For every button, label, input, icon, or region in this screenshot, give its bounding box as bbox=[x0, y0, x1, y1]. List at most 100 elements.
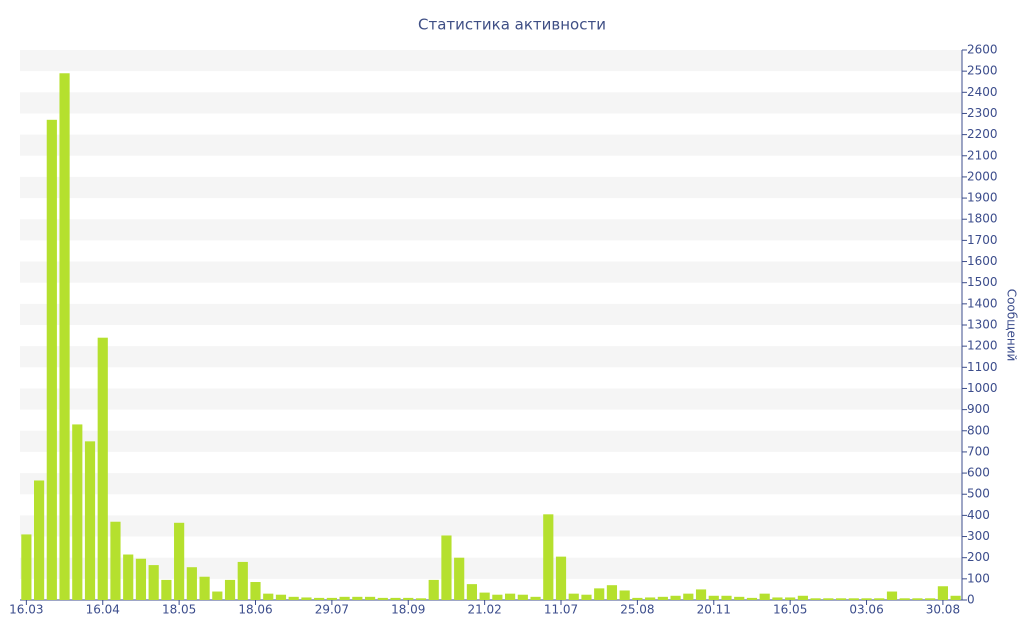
bar bbox=[543, 514, 554, 600]
y-tick-label: 1100 bbox=[967, 360, 998, 374]
bar bbox=[148, 565, 159, 600]
bar bbox=[810, 598, 821, 600]
bar bbox=[886, 591, 898, 600]
bar bbox=[84, 441, 96, 600]
x-tick-label: 16.04 bbox=[86, 603, 120, 617]
grid-band bbox=[20, 473, 962, 495]
x-tick-label: 29.07 bbox=[315, 603, 349, 617]
grid-band bbox=[20, 50, 962, 72]
x-tick-label: 21.02 bbox=[467, 603, 501, 617]
bar bbox=[594, 588, 605, 600]
grid-band bbox=[20, 134, 962, 156]
grid-band bbox=[20, 176, 962, 199]
bar bbox=[301, 597, 312, 600]
x-tick-label: 20.11 bbox=[697, 603, 731, 617]
bar bbox=[250, 582, 261, 600]
bar bbox=[874, 598, 885, 600]
bar bbox=[326, 597, 337, 600]
grid-band bbox=[20, 303, 962, 325]
bar bbox=[186, 567, 197, 600]
y-axis-label: Сообщений bbox=[1005, 289, 1019, 362]
bar bbox=[835, 598, 847, 600]
y-tick-label: 0 bbox=[967, 593, 975, 607]
bar bbox=[428, 579, 439, 600]
bar bbox=[123, 554, 134, 600]
bar bbox=[390, 597, 401, 600]
bar bbox=[734, 596, 745, 600]
bar bbox=[199, 576, 210, 600]
bar bbox=[237, 561, 248, 600]
x-tick-label: 18.05 bbox=[162, 603, 196, 617]
bar bbox=[377, 597, 388, 600]
bar bbox=[352, 596, 363, 600]
grid-band bbox=[20, 92, 962, 114]
y-tick-label: 1400 bbox=[967, 296, 998, 310]
grid-band bbox=[20, 219, 962, 241]
grid-band bbox=[20, 346, 962, 368]
bar bbox=[785, 597, 796, 600]
y-tick-label: 2500 bbox=[967, 64, 998, 78]
bar bbox=[759, 593, 770, 600]
y-tick-label: 300 bbox=[967, 529, 990, 543]
bar bbox=[683, 593, 694, 600]
y-tick-label: 500 bbox=[967, 487, 990, 501]
bar bbox=[823, 598, 834, 600]
y-tick-label: 1500 bbox=[967, 275, 998, 289]
bar bbox=[415, 598, 427, 600]
grid-band bbox=[20, 557, 962, 579]
bar bbox=[46, 119, 57, 601]
bar bbox=[530, 596, 541, 600]
bar bbox=[135, 558, 147, 600]
bar bbox=[59, 73, 70, 601]
bar bbox=[899, 598, 910, 600]
y-tick-label: 1700 bbox=[967, 233, 998, 247]
bar bbox=[275, 594, 287, 600]
bar bbox=[34, 480, 45, 600]
bar bbox=[861, 598, 872, 600]
bar bbox=[314, 597, 325, 600]
bar bbox=[403, 597, 414, 600]
bar bbox=[606, 585, 618, 600]
bar bbox=[466, 584, 477, 600]
bar bbox=[645, 597, 656, 600]
y-tick-label: 2400 bbox=[967, 85, 998, 99]
bar bbox=[479, 592, 490, 600]
x-tick-label: 18.09 bbox=[391, 603, 425, 617]
bar bbox=[72, 424, 83, 600]
bar bbox=[632, 597, 643, 600]
bar bbox=[746, 597, 758, 600]
x-tick-label: 25.08 bbox=[620, 603, 654, 617]
grid-band bbox=[20, 430, 962, 452]
bar bbox=[339, 596, 350, 600]
bar bbox=[721, 595, 732, 600]
y-tick-label: 1600 bbox=[967, 254, 998, 268]
bar bbox=[224, 579, 236, 600]
bar bbox=[912, 598, 923, 600]
bar bbox=[670, 595, 681, 600]
y-tick-label: 200 bbox=[967, 550, 990, 564]
bar bbox=[695, 589, 707, 600]
x-tick-label: 03.06 bbox=[849, 603, 883, 617]
bar bbox=[492, 594, 503, 600]
bar bbox=[263, 593, 274, 600]
bar bbox=[110, 521, 121, 600]
bar bbox=[212, 591, 223, 600]
x-tick-label: 16.05 bbox=[773, 603, 807, 617]
bar bbox=[568, 593, 579, 600]
y-tick-label: 2300 bbox=[967, 106, 998, 120]
bar bbox=[797, 595, 808, 600]
y-tick-label: 2200 bbox=[967, 127, 998, 141]
x-tick-label: 11.07 bbox=[544, 603, 578, 617]
chart-title: Статистика активности bbox=[418, 16, 606, 34]
y-tick-label: 900 bbox=[967, 402, 990, 416]
y-tick-label: 1000 bbox=[967, 381, 998, 395]
bar bbox=[950, 595, 961, 600]
bar bbox=[657, 596, 668, 600]
grid-band bbox=[20, 515, 962, 537]
bar bbox=[708, 595, 719, 600]
x-tick-label: 30.08 bbox=[926, 603, 960, 617]
bar bbox=[925, 598, 936, 600]
bar bbox=[937, 586, 948, 600]
bar bbox=[441, 535, 452, 600]
